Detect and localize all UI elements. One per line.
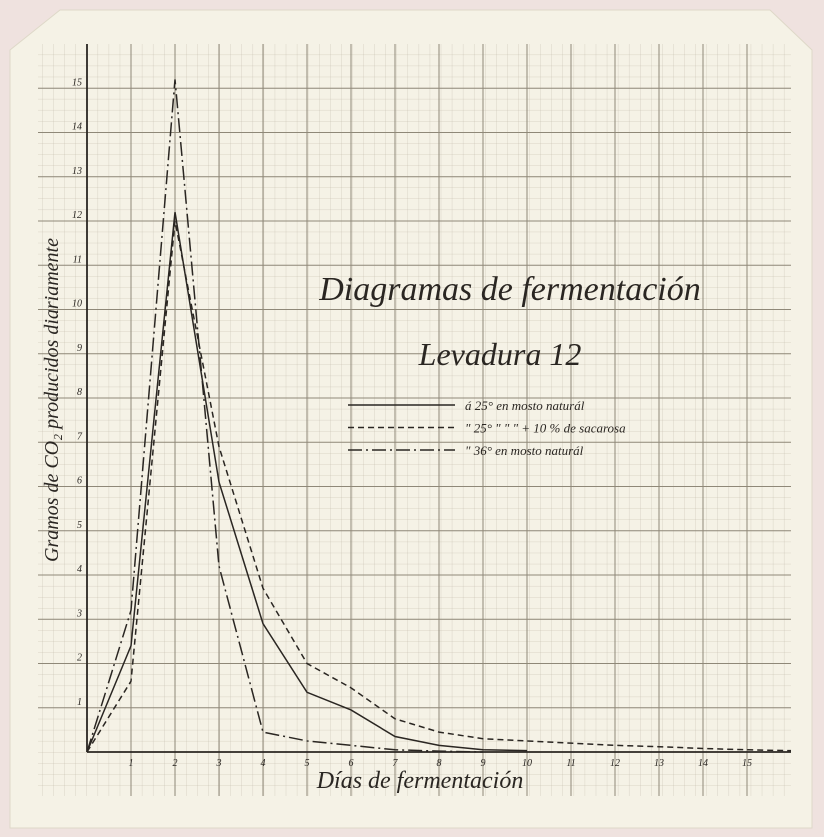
x-tick-label: 12 bbox=[610, 758, 620, 769]
y-tick-label: 4 bbox=[77, 564, 82, 575]
x-axis-label: Días de fermentación bbox=[316, 768, 524, 794]
x-tick-label: 10 bbox=[522, 758, 532, 769]
legend-label: " 25° " " " + 10 % de sacarosa bbox=[465, 421, 626, 436]
data-line bbox=[86, 220, 792, 753]
y-tick-label: 1 bbox=[77, 697, 82, 708]
x-tick-label: 3 bbox=[216, 758, 222, 769]
y-tick-label: 9 bbox=[77, 343, 82, 354]
x-tick-label: 13 bbox=[654, 758, 664, 769]
legend-label: á 25° en mosto naturál bbox=[465, 398, 585, 413]
y-tick-label: 2 bbox=[77, 653, 82, 664]
x-tick-label: 4 bbox=[261, 758, 266, 769]
y-tick-label: 10 bbox=[72, 299, 82, 310]
x-tick-label: 11 bbox=[566, 758, 575, 769]
chart-subtitle: Levadura 12 bbox=[418, 336, 582, 372]
y-tick-label: 6 bbox=[77, 476, 82, 487]
y-tick-label: 11 bbox=[73, 254, 82, 265]
y-tick-label: 12 bbox=[72, 210, 82, 221]
data-line bbox=[86, 79, 484, 753]
chart-title: Diagramas de fermentación bbox=[318, 271, 701, 308]
x-tick-label: 9 bbox=[481, 758, 486, 769]
x-tick-label: 7 bbox=[393, 758, 399, 769]
x-tick-label: 14 bbox=[698, 758, 708, 769]
y-tick-label: 13 bbox=[72, 166, 82, 177]
x-tick-label: 5 bbox=[305, 758, 310, 769]
data-line bbox=[86, 212, 528, 753]
y-tick-label: 7 bbox=[77, 431, 83, 442]
x-tick-label: 6 bbox=[349, 758, 354, 769]
y-tick-label: 15 bbox=[72, 77, 82, 88]
y-axis-label: Gramos de CO₂ producidos diariamente bbox=[41, 238, 63, 562]
x-tick-label: 2 bbox=[173, 758, 178, 769]
y-tick-label: 14 bbox=[72, 122, 82, 133]
x-tick-label: 1 bbox=[129, 758, 134, 769]
x-tick-label: 15 bbox=[742, 758, 752, 769]
y-tick-label: 5 bbox=[77, 520, 82, 531]
x-tick-label: 8 bbox=[437, 758, 442, 769]
legend-label: " 36° en mosto naturál bbox=[465, 443, 584, 458]
minor-grid bbox=[38, 44, 791, 796]
y-tick-label: 3 bbox=[76, 608, 82, 619]
y-tick-label: 8 bbox=[77, 387, 82, 398]
